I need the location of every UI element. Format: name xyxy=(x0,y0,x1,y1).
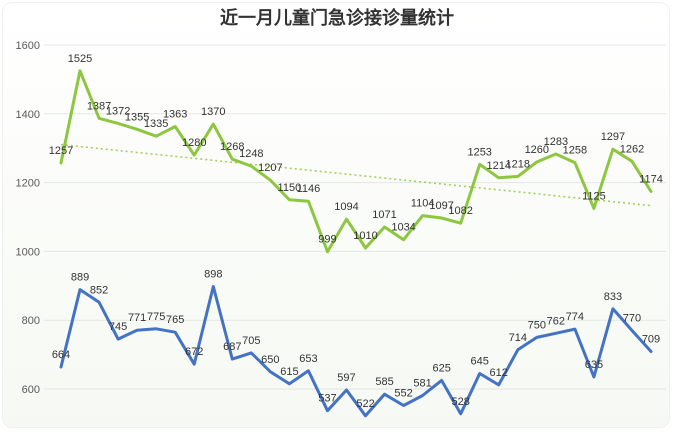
data-label: 1094 xyxy=(334,201,358,213)
data-label: 1387 xyxy=(87,100,111,112)
data-label: 1082 xyxy=(448,205,472,217)
data-label: 1370 xyxy=(201,106,225,118)
data-label: 1248 xyxy=(239,148,263,160)
data-label: 1335 xyxy=(144,118,168,130)
data-label: 889 xyxy=(71,272,89,284)
trendline xyxy=(60,143,652,207)
data-label: 1097 xyxy=(429,200,453,212)
data-label: 653 xyxy=(299,353,317,365)
data-label: 1146 xyxy=(297,183,321,195)
data-label: 522 xyxy=(356,398,374,410)
y-tick-label: 600 xyxy=(22,384,40,396)
y-tick-label: 1200 xyxy=(16,178,40,190)
series-line-1 xyxy=(59,285,653,418)
data-label: 1125 xyxy=(582,190,606,202)
y-tick-label: 1000 xyxy=(16,246,40,258)
data-label: 1280 xyxy=(182,137,206,149)
y-tick-label: 1400 xyxy=(16,109,40,121)
data-label: 1218 xyxy=(506,158,530,170)
data-label: 1258 xyxy=(563,145,587,157)
data-label: 528 xyxy=(451,396,469,408)
data-label: 762 xyxy=(547,315,565,327)
data-label: 771 xyxy=(128,312,146,324)
data-label: 999 xyxy=(318,234,336,246)
data-label: 650 xyxy=(261,354,279,366)
data-label: 898 xyxy=(204,268,222,280)
data-label: 1071 xyxy=(372,209,396,221)
data-label: 672 xyxy=(185,346,203,358)
data-label: 635 xyxy=(585,359,603,371)
y-tick-label: 800 xyxy=(22,315,40,327)
data-label: 1372 xyxy=(106,105,130,117)
data-label: 1104 xyxy=(411,198,435,210)
data-label: 597 xyxy=(337,372,355,384)
gridlines xyxy=(44,44,666,390)
data-label: 687 xyxy=(223,341,241,353)
data-label: 585 xyxy=(375,376,393,388)
y-axis-ticks: 600 800 1000 1200 1400 1600 xyxy=(16,40,40,396)
data-label: 1253 xyxy=(467,146,491,158)
data-label: 615 xyxy=(280,366,298,378)
data-label: 625 xyxy=(432,362,450,374)
series-layer xyxy=(59,69,653,418)
data-label: 1257 xyxy=(49,145,73,157)
data-label: 833 xyxy=(604,291,622,303)
data-label: 1268 xyxy=(220,141,244,153)
data-label: 664 xyxy=(52,349,70,361)
data-label: 1355 xyxy=(125,111,149,123)
data-label: 645 xyxy=(471,356,489,368)
data-label: 1297 xyxy=(601,131,625,143)
data-label: 1010 xyxy=(353,230,377,242)
data-label: 581 xyxy=(413,378,431,390)
data-label: 774 xyxy=(566,311,584,323)
data-label: 1150 xyxy=(278,182,302,194)
data-label: 1525 xyxy=(68,53,92,65)
data-label: 775 xyxy=(147,311,165,323)
data-label: 537 xyxy=(318,393,336,405)
data-label: 1262 xyxy=(620,143,644,155)
data-label: 1174 xyxy=(639,174,663,186)
data-label: 745 xyxy=(109,321,127,333)
data-label: 1283 xyxy=(544,136,568,148)
data-label: 709 xyxy=(642,334,660,346)
data-label: 765 xyxy=(166,314,184,326)
data-label: 750 xyxy=(528,319,546,331)
trendline-layer xyxy=(60,143,652,207)
data-label: 1260 xyxy=(525,144,549,156)
data-label: 1214 xyxy=(486,160,510,172)
data-label: 552 xyxy=(394,388,412,400)
series-line-0 xyxy=(59,69,653,254)
data-label: 1207 xyxy=(258,162,282,174)
data-label: 714 xyxy=(509,332,527,344)
data-label: 770 xyxy=(623,313,641,325)
y-tick-label: 1600 xyxy=(16,40,40,52)
data-label: 705 xyxy=(242,335,260,347)
chart-title: 近一月儿童门急诊接诊量统计 xyxy=(220,8,454,29)
data-label: 1363 xyxy=(163,109,187,121)
data-label: 612 xyxy=(490,367,508,379)
data-label: 1034 xyxy=(391,222,415,234)
chart-frame xyxy=(2,2,670,428)
data-label: 852 xyxy=(90,284,108,296)
